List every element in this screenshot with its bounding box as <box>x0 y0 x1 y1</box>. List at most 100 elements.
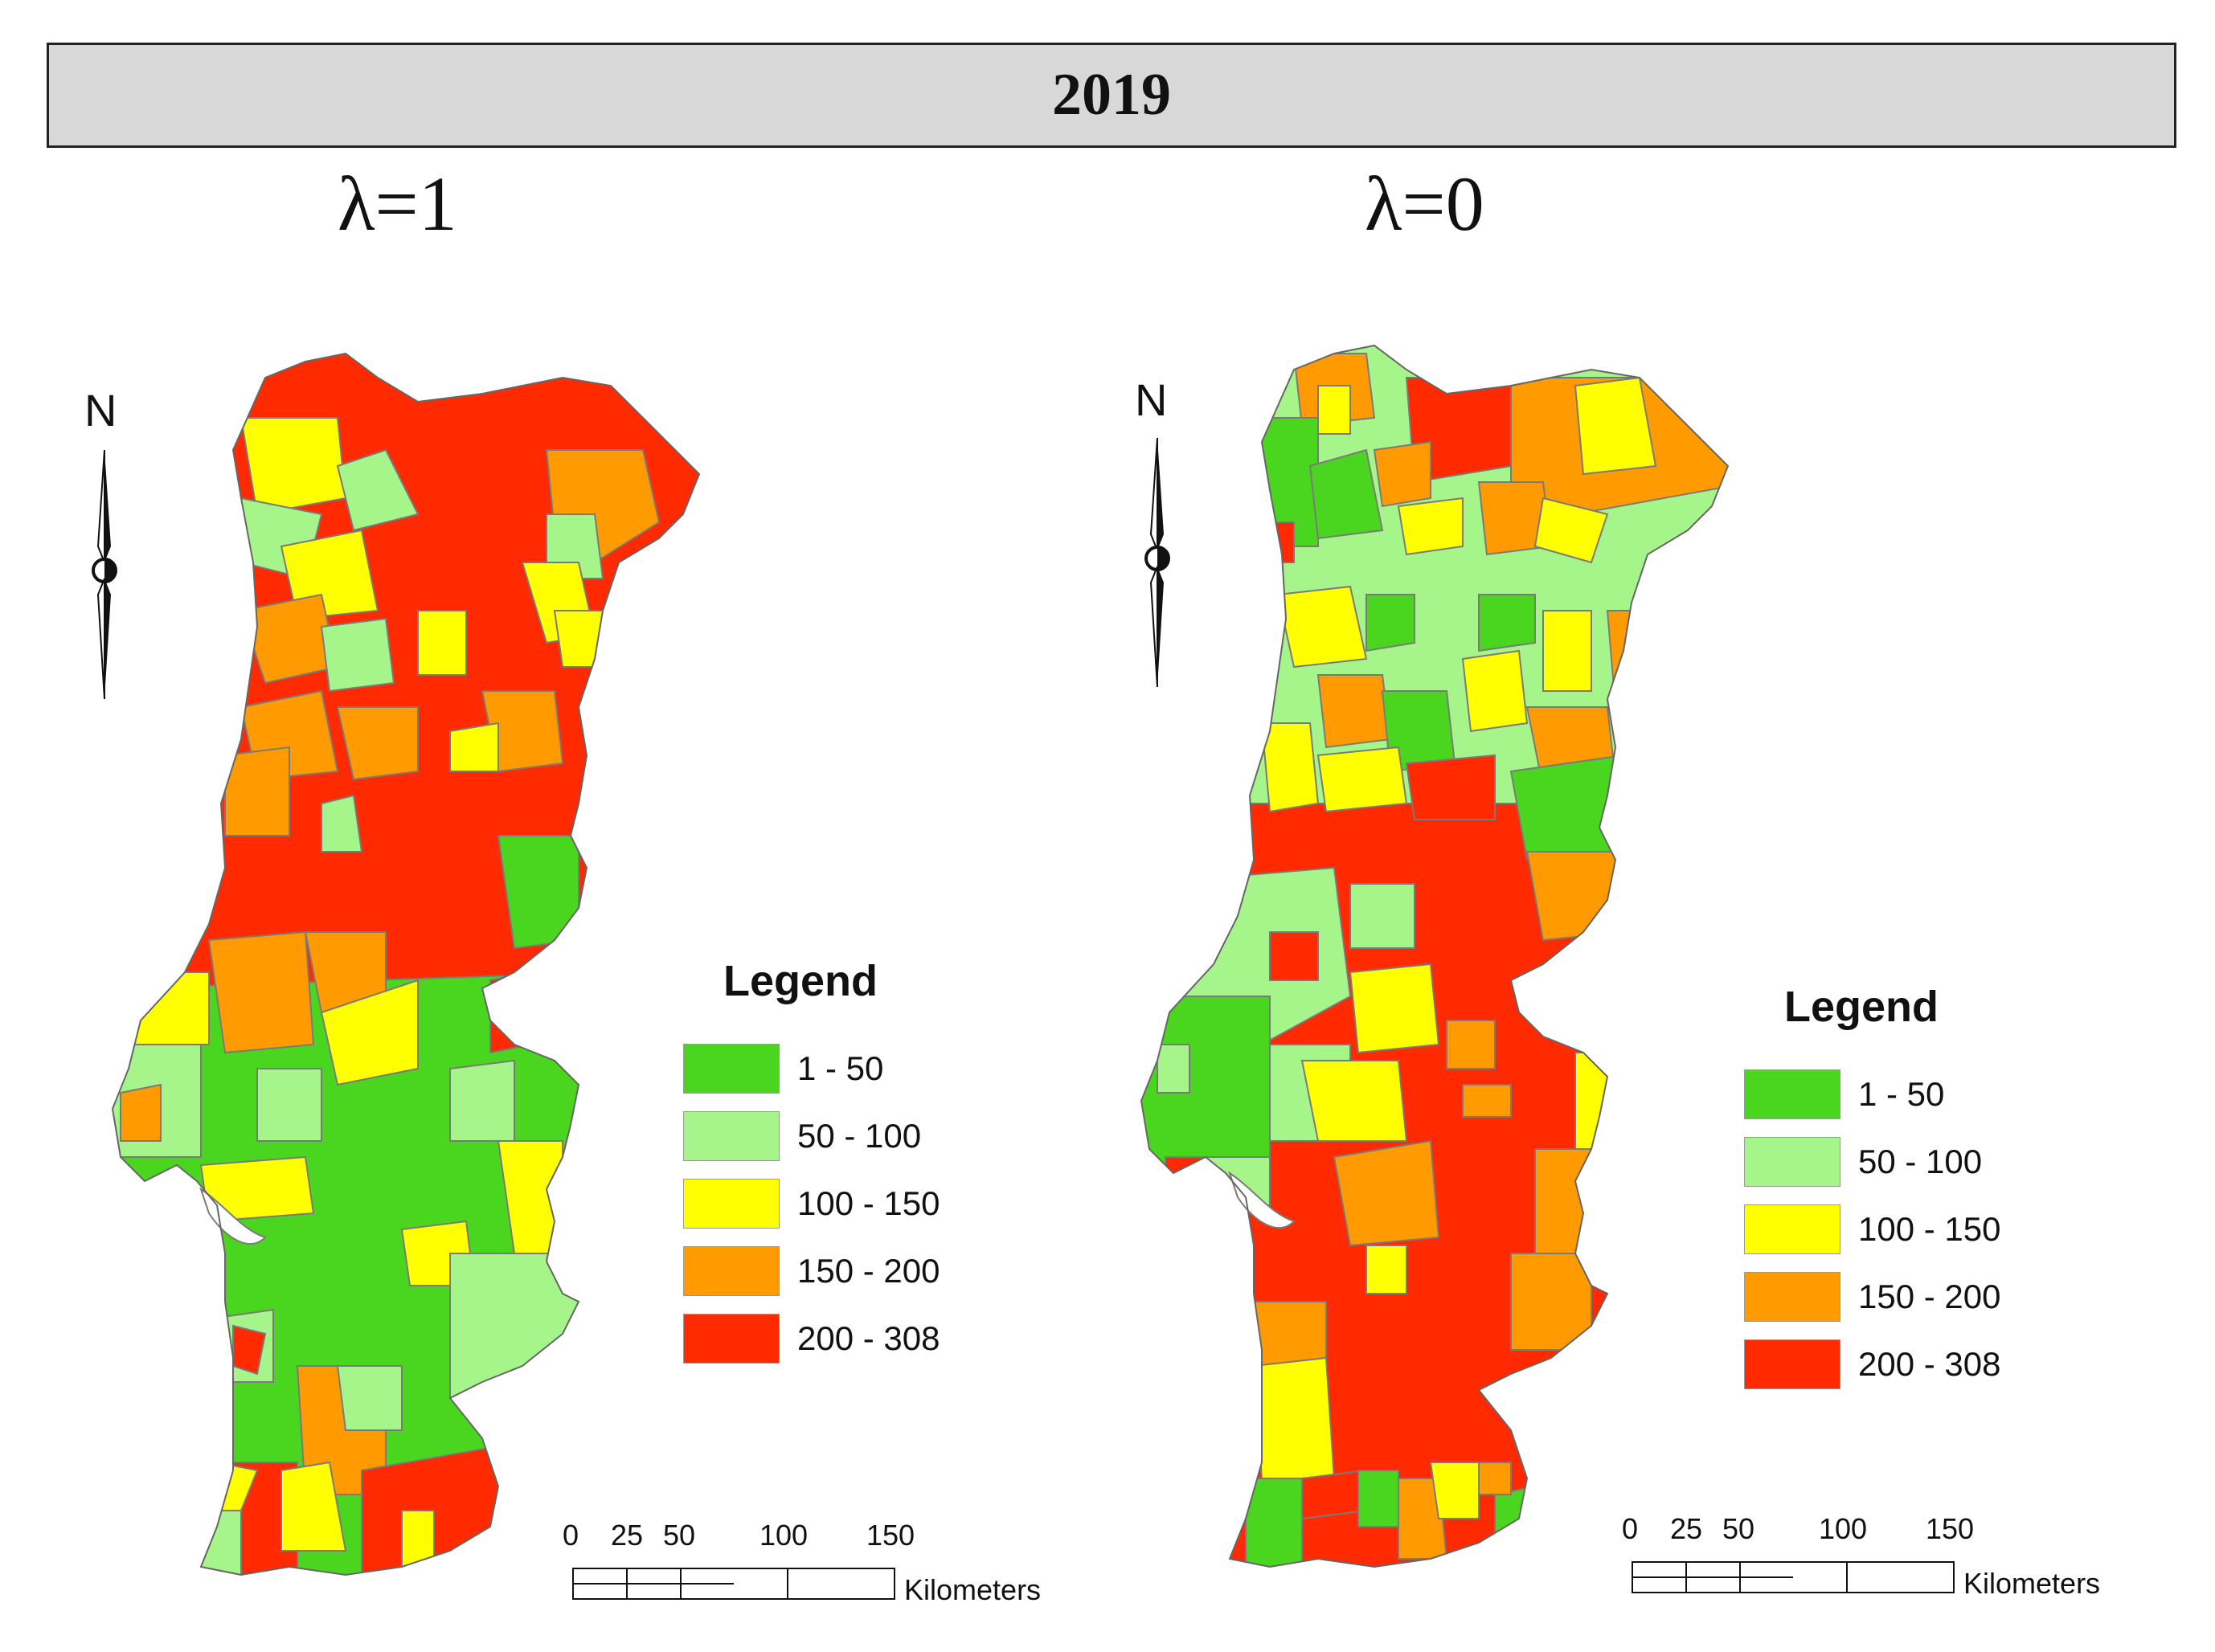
map-region <box>449 722 499 772</box>
map-region <box>1671 658 1728 797</box>
legend-label: 100 - 150 <box>797 1184 940 1222</box>
map-region <box>120 1083 162 1142</box>
scale-tick-label: 150 <box>866 1519 915 1552</box>
north-label-right: N <box>1135 374 1168 425</box>
legend-item: 50 - 100 <box>683 1102 940 1170</box>
map-region <box>1623 835 1705 934</box>
north-label-left: N <box>84 385 117 435</box>
map-region <box>1245 1478 1303 1567</box>
map-region <box>1461 649 1529 733</box>
map-region <box>1316 746 1408 813</box>
map-region <box>1317 385 1351 435</box>
map-region <box>1308 448 1384 540</box>
legend-item: 150 - 200 <box>683 1237 940 1305</box>
map-region <box>1478 1462 1512 1495</box>
legend-swatch <box>1744 1204 1840 1254</box>
legend-label: 150 - 200 <box>797 1252 940 1290</box>
map-region <box>1165 1156 1206 1190</box>
map-region <box>417 610 467 676</box>
map-region <box>1349 963 1440 1054</box>
legend-title: Legend <box>723 957 878 1005</box>
map-region <box>1252 1356 1336 1479</box>
map-region <box>1542 610 1592 692</box>
legend-label: 1 - 50 <box>797 1049 884 1087</box>
panel-heading-left: λ=1 <box>338 161 457 247</box>
legend-label: 200 - 308 <box>1858 1345 2001 1383</box>
legend-label: 50 - 100 <box>797 1117 922 1155</box>
map-region <box>1357 1470 1399 1527</box>
map-region <box>1316 674 1392 749</box>
legend-swatch <box>683 1111 780 1161</box>
legend-item: 150 - 200 <box>1744 1263 2000 1331</box>
scale-tick-label: 100 <box>759 1519 809 1552</box>
map-region <box>449 1253 579 1399</box>
scale-bar-right: 0 25 50 100 150 Kilometers <box>1622 1512 2152 1609</box>
legend-title: Legend <box>1784 983 1939 1031</box>
map-region <box>1261 521 1295 563</box>
map-region <box>1301 1469 1367 1520</box>
map-region <box>1157 1044 1190 1094</box>
map-region <box>280 1461 347 1552</box>
map-region <box>1446 1020 1496 1069</box>
scale-tick-label: 150 <box>1926 1512 1975 1545</box>
map-region <box>1478 594 1536 652</box>
legend-right: Legend 1 - 50 50 - 100 100 - 150 150 - 2… <box>1744 982 2000 1398</box>
legend-swatch <box>1744 1272 1840 1322</box>
map-region <box>207 930 315 1054</box>
map-region <box>320 979 419 1086</box>
legend-label: 200 - 308 <box>797 1319 940 1357</box>
map-region <box>240 417 347 516</box>
choropleth-map-right <box>1140 344 1730 1568</box>
legend-swatch <box>1744 1339 1840 1389</box>
figure-title: 2019 <box>1052 62 1171 128</box>
map-region <box>1365 1245 1407 1294</box>
map-region <box>1333 1139 1440 1247</box>
map-region <box>336 1365 403 1431</box>
north-arrow-icon <box>1144 438 1170 687</box>
legend-label: 150 - 200 <box>1858 1278 2001 1315</box>
map-region <box>449 1059 515 1142</box>
country-outline <box>1140 344 1730 1568</box>
scale-tick-label: 25 <box>1670 1512 1703 1545</box>
panel-heading-right: λ=0 <box>1365 161 1484 247</box>
map-region <box>1276 585 1368 669</box>
legend-label: 1 - 50 <box>1858 1075 1945 1113</box>
map-region <box>553 610 612 668</box>
scale-unit: Kilometers <box>1963 1567 2101 1600</box>
scale-tick-label: 0 <box>563 1519 579 1552</box>
map-region <box>1574 1052 1624 1150</box>
map-region <box>336 448 420 532</box>
map-region <box>1269 931 1319 981</box>
map-region <box>1462 1084 1512 1118</box>
legend-label: 100 - 150 <box>1858 1210 2001 1248</box>
map-region <box>320 617 395 693</box>
legend-swatch <box>683 1044 780 1094</box>
legend-item: 1 - 50 <box>1744 1061 2000 1128</box>
map-region <box>1429 1462 1480 1519</box>
map-region <box>280 529 379 620</box>
map-region <box>1373 440 1431 508</box>
map-region <box>1300 1060 1408 1142</box>
choropleth-map-left <box>111 352 701 1576</box>
legend-swatch <box>683 1246 780 1296</box>
legend-item: 1 - 50 <box>683 1035 940 1102</box>
map-region <box>1397 497 1464 556</box>
legend-item: 50 - 100 <box>1744 1128 2000 1196</box>
scale-tick-label: 25 <box>611 1519 644 1552</box>
north-arrow-icon <box>92 450 117 699</box>
legend-item: 200 - 308 <box>683 1305 940 1372</box>
scale-bar-graphic <box>1632 1561 1955 1593</box>
map-region <box>1574 376 1657 476</box>
legend-item: 100 - 150 <box>1744 1196 2000 1263</box>
legend-swatch <box>1744 1069 1840 1119</box>
legend-label: 50 - 100 <box>1858 1143 1983 1180</box>
map-region <box>120 971 210 1045</box>
map-region <box>1260 722 1320 813</box>
map-region <box>336 706 419 781</box>
legend-swatch <box>683 1179 780 1229</box>
map-region <box>256 1068 322 1142</box>
scale-unit: Kilometers <box>904 1573 1042 1606</box>
country-outline <box>111 352 701 1576</box>
map-region <box>1533 497 1609 564</box>
legend-swatch <box>683 1314 780 1364</box>
